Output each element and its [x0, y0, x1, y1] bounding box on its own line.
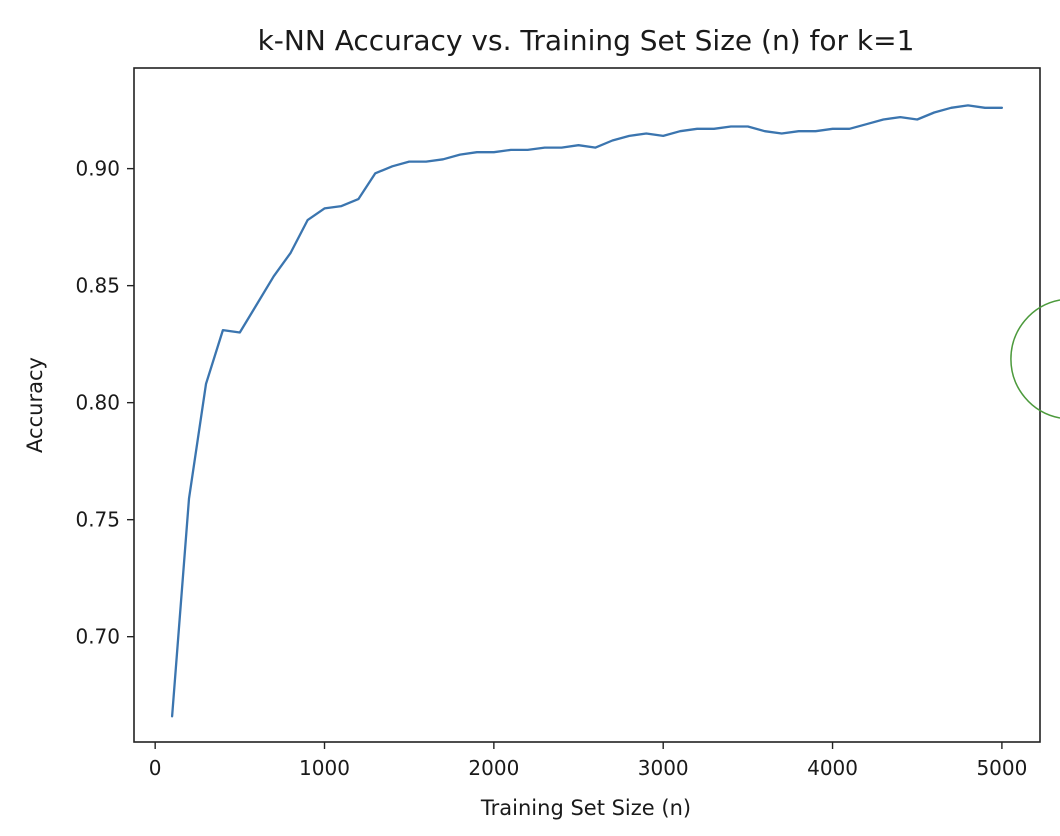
x-tick-label: 2000: [468, 756, 519, 780]
x-axis-label: Training Set Size (n): [480, 796, 691, 820]
x-tick-label: 4000: [807, 756, 858, 780]
y-tick-label: 0.75: [75, 508, 120, 532]
y-axis-label: Accuracy: [23, 357, 47, 453]
series-line-0: [170, 104, 1004, 718]
plot-area: [133, 67, 1041, 743]
plot-frame: [133, 67, 1041, 743]
y-axis-ticks: 0.70 0.75 0.80 0.85 0.90: [75, 157, 134, 649]
x-axis-ticks: 0 1000 2000 3000 4000 5000: [149, 742, 1027, 780]
x-tick-label: 5000: [976, 756, 1027, 780]
x-tick-label: 3000: [638, 756, 689, 780]
series-layer: [170, 104, 1004, 718]
x-tick-label: 1000: [299, 756, 350, 780]
partial-circle-decoration: [1010, 299, 1060, 419]
x-tick-label: 0: [149, 756, 162, 780]
y-tick-label: 0.80: [75, 391, 120, 415]
y-tick-label: 0.70: [75, 625, 120, 649]
y-tick-label: 0.90: [75, 157, 120, 181]
chart-title: k-NN Accuracy vs. Training Set Size (n) …: [258, 24, 915, 57]
y-tick-label: 0.85: [75, 274, 120, 298]
